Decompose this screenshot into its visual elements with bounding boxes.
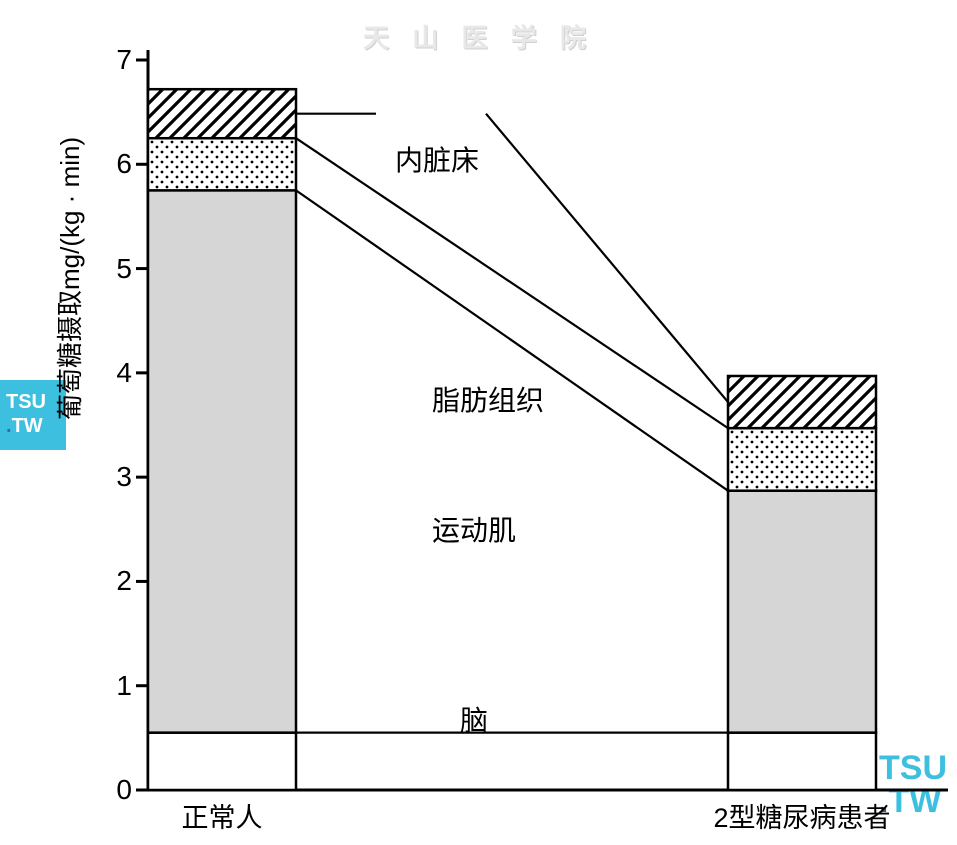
segment-label: 运动肌: [432, 509, 516, 549]
x-category-label: 正常人: [182, 796, 263, 835]
y-tick-label: 2: [92, 565, 132, 597]
segment-label: 脂肪组织: [432, 379, 544, 419]
segment-label: 内脏床: [395, 139, 479, 179]
y-axis-label: 葡萄糖摄取mg/(kg · min): [50, 137, 87, 420]
y-tick-label: 3: [92, 461, 132, 493]
x-category-label: 2型糖尿病患者: [713, 796, 890, 835]
y-tick-label: 1: [92, 670, 132, 702]
y-tick-label: 4: [92, 357, 132, 389]
segment-label: 脑: [460, 699, 488, 739]
y-tick-label: 7: [92, 44, 132, 76]
y-tick-label: 0: [92, 774, 132, 806]
y-tick-label: 5: [92, 253, 132, 285]
chart-container: 天 山 医 学 院 TSU .TW TSU .TW 葡萄糖摄取mg/(kg · …: [0, 0, 957, 845]
y-tick-label: 6: [92, 148, 132, 180]
